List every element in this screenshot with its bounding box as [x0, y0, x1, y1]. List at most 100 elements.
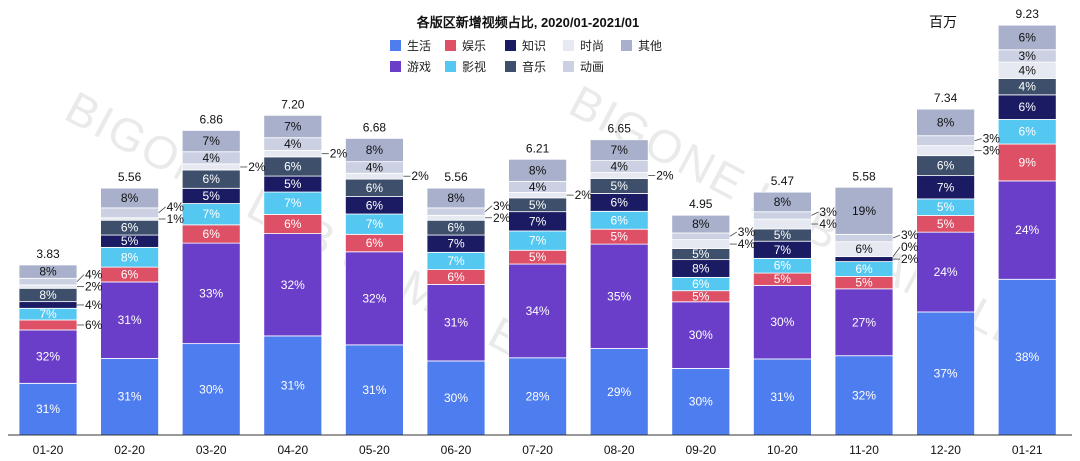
- segment-label: 6%: [774, 259, 792, 273]
- segment-label: 7%: [366, 217, 384, 231]
- segment-label: 6%: [203, 227, 221, 241]
- segment-label: 33%: [199, 286, 223, 300]
- legend-swatch: [563, 61, 574, 72]
- legend-label: 其他: [638, 39, 662, 53]
- segment-label: 7%: [284, 120, 302, 134]
- side-segment-label: 3%: [819, 205, 837, 219]
- legend-item: 影视: [445, 59, 486, 74]
- side-segment-label: 2%: [330, 147, 348, 161]
- x-tick-label: 10-20: [767, 443, 798, 457]
- segment-label: 6%: [611, 213, 629, 227]
- side-segment-label: 4%: [167, 200, 185, 214]
- x-tick-label: 05-20: [359, 443, 390, 457]
- x-tick-label: 01-20: [33, 443, 64, 457]
- legend-swatch: [445, 61, 456, 72]
- segment-label: 30%: [689, 395, 713, 409]
- bar-segment-series-7: [834, 233, 894, 243]
- legend-swatch: [563, 40, 574, 51]
- segment-label: 6%: [284, 159, 302, 173]
- segment-label: 4%: [203, 151, 221, 165]
- bar-segment-series-8: [263, 114, 323, 139]
- legend-swatch: [390, 40, 401, 51]
- segment-label: 7%: [447, 237, 465, 251]
- bar-segment-series-1: [916, 231, 975, 313]
- bar-column: 30%30%5%6%8%5%8%: [671, 214, 731, 436]
- bar-segment-series-0: [426, 360, 486, 436]
- segment-label: 7%: [203, 134, 221, 148]
- side-segment-label: 6%: [85, 318, 103, 332]
- total-label: 5.56: [444, 170, 468, 184]
- segment-label: 35%: [607, 289, 631, 303]
- unit-label: 百万: [929, 14, 957, 30]
- segment-label: 8%: [692, 262, 710, 276]
- legend-label: 音乐: [522, 59, 546, 74]
- side-segment-label: 2%: [493, 211, 511, 225]
- segment-label: 4%: [1019, 63, 1037, 77]
- bar-column: 32%27%5%6%6%19%: [834, 186, 894, 436]
- segment-label: 4%: [529, 180, 547, 194]
- leader-line: [76, 274, 85, 282]
- segment-label: 5%: [529, 250, 547, 264]
- leader-line: [484, 205, 493, 212]
- segment-label: 34%: [526, 304, 550, 318]
- x-tick-label: 01-21: [1012, 443, 1043, 457]
- segment-label: 32%: [281, 278, 305, 292]
- bar-segment-series-6: [753, 218, 812, 230]
- segment-label: 6%: [855, 242, 873, 256]
- segment-label: 6%: [121, 268, 139, 282]
- legend-label: 知识: [522, 39, 546, 53]
- segment-label: 5%: [937, 217, 955, 231]
- segment-label: 30%: [199, 382, 223, 396]
- legend-item: 知识: [505, 39, 546, 53]
- bar-column: 28% 34% 5% 7% 7% 5% 4% 8%: [508, 158, 568, 436]
- side-segment-label: 4%: [85, 268, 103, 282]
- chart-title: 各版区新增视频占比, 2020/01-2021/01: [416, 15, 640, 30]
- segment-label: 8%: [937, 115, 955, 129]
- segment-label: 5%: [203, 189, 221, 203]
- x-tick-label: 11-20: [849, 443, 879, 457]
- total-label: 9.23: [1016, 7, 1040, 21]
- segment-label: 6%: [692, 277, 710, 291]
- bar-segment-series-1: [181, 242, 241, 345]
- bar-segment-series-1: [426, 284, 486, 362]
- bar-column: 29% 35% 5% 6% 6% 5% 4% 7%: [589, 139, 649, 436]
- segment-label: 5%: [692, 289, 710, 303]
- x-tick-label: 09-20: [685, 443, 716, 457]
- side-segment-label: 3%: [901, 228, 919, 242]
- segment-label: 5%: [692, 247, 710, 261]
- bar-segment-series-7: [671, 232, 731, 241]
- side-segment-label: 4%: [819, 217, 837, 231]
- segment-label: 7%: [529, 214, 547, 228]
- legend-item: 时尚: [563, 39, 604, 53]
- total-label: 6.21: [526, 141, 550, 155]
- bar-column: 37% 24% 5% 5% 7% 6% 8%: [916, 108, 975, 436]
- segment-label: 7%: [774, 243, 792, 257]
- legend-swatch: [621, 40, 632, 51]
- x-tick-label: 07-20: [522, 443, 553, 457]
- bar-column: 31% 32% 7% 8% 8%: [18, 264, 78, 436]
- bar-segment-series-8: [997, 24, 1057, 51]
- leader-line: [892, 234, 901, 239]
- bar-segment-series-8: [753, 191, 812, 213]
- bar-segment-series-0: [263, 335, 323, 436]
- segment-label: 9%: [1019, 155, 1037, 169]
- side-segment-label: 2%: [248, 160, 266, 174]
- segment-label: 19%: [852, 204, 876, 218]
- bar-segment-series-7: [753, 211, 812, 220]
- segment-label: 32%: [36, 350, 60, 364]
- segment-label: 38%: [1015, 350, 1039, 364]
- bar-segment-series-8: [344, 138, 404, 163]
- bar-segment-series-6: [426, 214, 486, 221]
- bar-segment-series-0: [753, 358, 812, 436]
- segment-label: 31%: [118, 313, 142, 327]
- bar-segment-series-8: [181, 130, 241, 153]
- segment-label: 5%: [611, 230, 629, 244]
- segment-label: 4%: [366, 160, 384, 174]
- bar-segment-series-8: [18, 264, 78, 279]
- side-segment-label: 2%: [575, 188, 593, 202]
- x-tick-label: 04-20: [277, 443, 308, 457]
- segment-label: 7%: [611, 143, 629, 157]
- segment-label: 6%: [121, 221, 139, 235]
- total-label: 5.58: [852, 169, 876, 183]
